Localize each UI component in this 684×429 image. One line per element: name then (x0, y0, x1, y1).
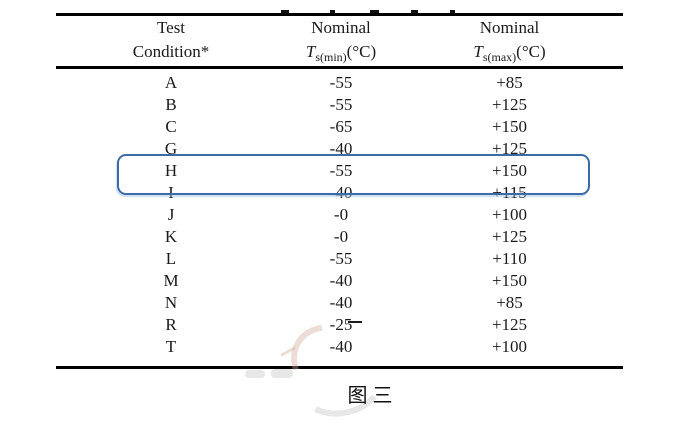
ts-min-cell: -0 (333, 227, 349, 246)
header-test-line2: Condition* (132, 42, 210, 61)
ts-min-cell: -40 (329, 271, 353, 290)
scan-artifact-text-remnant (450, 10, 455, 13)
ts-max-cell: +125 (491, 227, 528, 246)
table-row: L -55 +110 (56, 248, 623, 270)
ts-max-cell: +125 (491, 315, 528, 334)
ts-min-subscript: s(min) (315, 50, 347, 64)
table-row: M -40 +150 (56, 270, 623, 292)
table-body: A -55 +85 B -55 +125 C -65 +150 G -40 +1… (56, 72, 623, 358)
condition-cell: M (163, 271, 179, 290)
header-test-condition: Test Condition* (56, 16, 286, 69)
table-row: H -55 +150 (56, 160, 623, 182)
table-row: T -40 +100 (56, 336, 623, 358)
table-row: C -65 +150 (56, 116, 623, 138)
ts-max-cell: +85 (496, 293, 523, 312)
watermark-blob (271, 369, 293, 378)
watermark-blob (245, 370, 265, 378)
table-row: R -25 +125 (56, 314, 623, 336)
condition-cell: H (164, 161, 178, 180)
ts-min-cell: -25 (329, 315, 353, 334)
ts-min-cell: -40 (329, 139, 353, 158)
scan-artifact-text-remnant (330, 10, 335, 13)
document-page: Test Condition* Nominal Ts(min)(°C) Nomi… (56, 10, 623, 429)
ts-min-cell: -65 (329, 117, 353, 136)
scan-artifact-dash (348, 321, 362, 323)
ts-max-cell: +150 (491, 161, 528, 180)
header-test-line1: Test (156, 18, 186, 37)
ts-max-cell: +125 (491, 95, 528, 114)
ts-max-cell: +150 (491, 271, 528, 290)
ts-min-unit: (°C) (346, 42, 377, 61)
table-header-rule (56, 66, 623, 69)
ts-symbol: T (305, 42, 316, 61)
ts-max-cell: +150 (491, 117, 528, 136)
scan-artifact-text-remnant (411, 10, 418, 13)
ts-max-unit: (°C) (516, 42, 546, 61)
ts-min-cell: -40 (329, 293, 353, 312)
header-min-formula: Ts(min)(°C) (286, 40, 396, 69)
table-row: K -0 +125 (56, 226, 623, 248)
table-row: A -55 +85 (56, 72, 623, 94)
table-row: I -40 +115 (56, 182, 623, 204)
ts-min-cell: -55 (329, 249, 353, 268)
scan-artifact-text-remnant (281, 10, 289, 13)
condition-cell: J (167, 205, 175, 224)
condition-cell: B (165, 95, 177, 114)
ts-min-cell: -55 (329, 161, 353, 180)
condition-cell: T (165, 337, 177, 356)
condition-cell: R (165, 315, 177, 334)
table-row: J -0 +100 (56, 204, 623, 226)
ts-symbol: T (473, 42, 483, 61)
header-max-formula: Ts(max)(°C) (396, 40, 623, 69)
ts-min-cell: -40 (329, 183, 353, 202)
ts-min-cell: -55 (329, 95, 353, 114)
table-row: G -40 +125 (56, 138, 623, 160)
table-row: N -40 +85 (56, 292, 623, 314)
condition-cell: I (168, 183, 174, 202)
header-nominal-ts-min: Nominal Ts(min)(°C) (286, 16, 396, 69)
row-h-highlight-annotation (117, 154, 590, 195)
ts-max-subscript: s(max) (482, 50, 517, 64)
header-nominal-ts-max: Nominal Ts(max)(°C) (396, 16, 623, 69)
condition-cell: L (165, 249, 177, 268)
ts-max-cell: +85 (496, 73, 523, 92)
header-min-line1: Nominal (311, 18, 371, 37)
condition-cell: C (165, 117, 177, 136)
ts-max-cell: +100 (491, 205, 528, 224)
ts-max-cell: +125 (491, 139, 528, 158)
condition-cell: A (164, 73, 178, 92)
condition-cell: K (164, 227, 178, 246)
ts-min-cell: -40 (329, 337, 353, 356)
ts-min-cell: -0 (333, 205, 349, 224)
condition-cell: G (164, 139, 178, 158)
ts-max-cell: +110 (492, 249, 527, 268)
figure-caption: 图 三 (347, 385, 393, 407)
condition-cell: N (164, 293, 178, 312)
ts-max-cell: +115 (492, 183, 527, 202)
table-row: B -55 +125 (56, 94, 623, 116)
ts-min-cell: -55 (329, 73, 353, 92)
table-top-rule (56, 13, 623, 16)
table-bottom-rule (56, 366, 623, 369)
header-max-line1: Nominal (479, 18, 540, 37)
ts-max-cell: +100 (491, 337, 528, 356)
table-header-row: Test Condition* Nominal Ts(min)(°C) Nomi… (56, 16, 623, 69)
scan-artifact-text-remnant (370, 10, 379, 13)
